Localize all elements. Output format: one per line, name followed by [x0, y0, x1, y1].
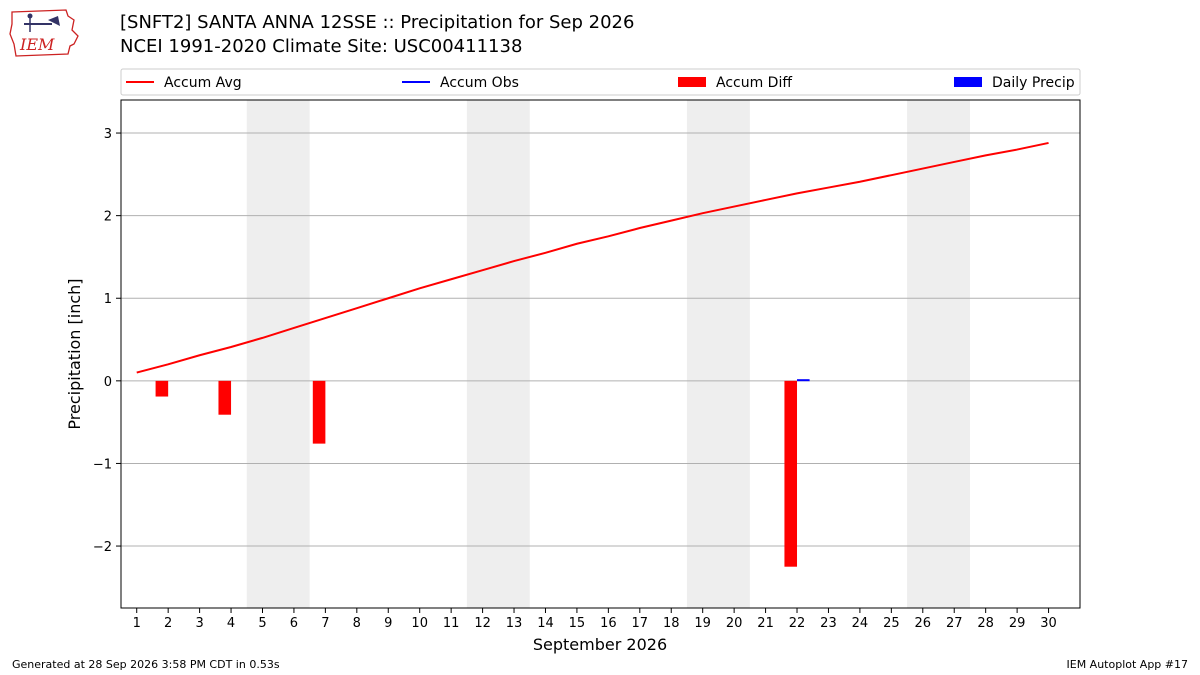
plot-frame	[120, 99, 1081, 609]
x-tick-label: 22	[789, 616, 806, 631]
x-tick-label: 26	[915, 616, 932, 631]
x-tick-label: 16	[600, 616, 617, 631]
x-tick-label: 28	[977, 616, 994, 631]
chart-subtitle: NCEI 1991-2020 Climate Site: USC00411138	[120, 36, 523, 57]
x-tick-label: 14	[537, 616, 554, 631]
x-tick-label: 5	[258, 616, 266, 631]
x-tick-label: 3	[195, 616, 203, 631]
bars-layer	[155, 379, 810, 567]
weekend-band	[907, 100, 970, 608]
x-tick-label: 6	[290, 616, 298, 631]
legend-swatch-bar	[954, 77, 982, 87]
y-tick-label: −1	[93, 457, 112, 472]
x-tick-label: 4	[227, 616, 235, 631]
x-tick-label: 29	[1009, 616, 1026, 631]
x-tick-label: 23	[820, 616, 837, 631]
x-tick-label: 25	[883, 616, 900, 631]
accum-diff-bar	[784, 380, 798, 567]
x-tick-label: 8	[353, 616, 361, 631]
lines-layer	[136, 141, 1049, 374]
gridlines-layer	[121, 132, 1080, 547]
y-axis-label: Precipitation [inch]	[65, 278, 84, 429]
x-tick-label: 2	[164, 616, 172, 631]
footer-app-label: IEM Autoplot App #17	[1066, 658, 1189, 671]
x-tick-label: 12	[474, 616, 491, 631]
y-tick-label: 2	[104, 210, 112, 225]
x-tick-label: 15	[569, 616, 586, 631]
x-tick-label: 18	[663, 616, 680, 631]
logo-text: IEM	[19, 35, 55, 54]
x-tick-label: 11	[443, 616, 460, 631]
y-tick-label: 3	[104, 127, 112, 142]
weekend-shading-layer	[246, 100, 970, 608]
y-tick-label: −2	[93, 540, 112, 555]
accum-diff-bar	[218, 380, 232, 415]
x-tick-label: 9	[384, 616, 392, 631]
legend-label: Accum Obs	[440, 75, 519, 91]
footer-generated-text: Generated at 28 Sep 2026 3:58 PM CDT in …	[12, 658, 280, 671]
legend-swatch-bar	[678, 77, 706, 87]
y-tick-label: 0	[104, 375, 112, 390]
accum-diff-bar	[312, 380, 326, 444]
y-tick-label: 1	[104, 292, 112, 307]
x-tick-label: 24	[852, 616, 869, 631]
x-axis-label: September 2026	[533, 635, 667, 654]
legend: Accum Avg Accum Obs Accum Diff Daily Precip	[120, 68, 1081, 96]
weekend-band	[686, 100, 750, 608]
x-tick-label: 27	[946, 616, 963, 631]
x-tick-label: 21	[757, 616, 774, 631]
chart-title: [SNFT2] SANTA ANNA 12SSE :: Precipitatio…	[120, 12, 635, 33]
x-tick-label: 1	[133, 616, 141, 631]
iowa-state-outline-icon: IEM	[9, 9, 79, 57]
x-tick-label: 7	[321, 616, 329, 631]
weekend-band	[246, 100, 310, 608]
weekend-band	[466, 100, 530, 608]
accum-avg-line	[136, 141, 1049, 374]
x-tick-label: 13	[506, 616, 523, 631]
legend-label: Daily Precip	[992, 75, 1075, 91]
x-tick-label: 30	[1040, 616, 1057, 631]
x-tick-label: 19	[694, 616, 711, 631]
x-tick-label: 17	[632, 616, 649, 631]
legend-label: Accum Avg	[164, 75, 242, 91]
legend-label: Accum Diff	[716, 75, 792, 91]
daily-precip-bar	[797, 379, 810, 382]
accum-diff-bar	[155, 380, 169, 397]
x-tick-label: 10	[411, 616, 428, 631]
x-tick-label: 20	[726, 616, 743, 631]
legend-frame	[120, 68, 1081, 96]
